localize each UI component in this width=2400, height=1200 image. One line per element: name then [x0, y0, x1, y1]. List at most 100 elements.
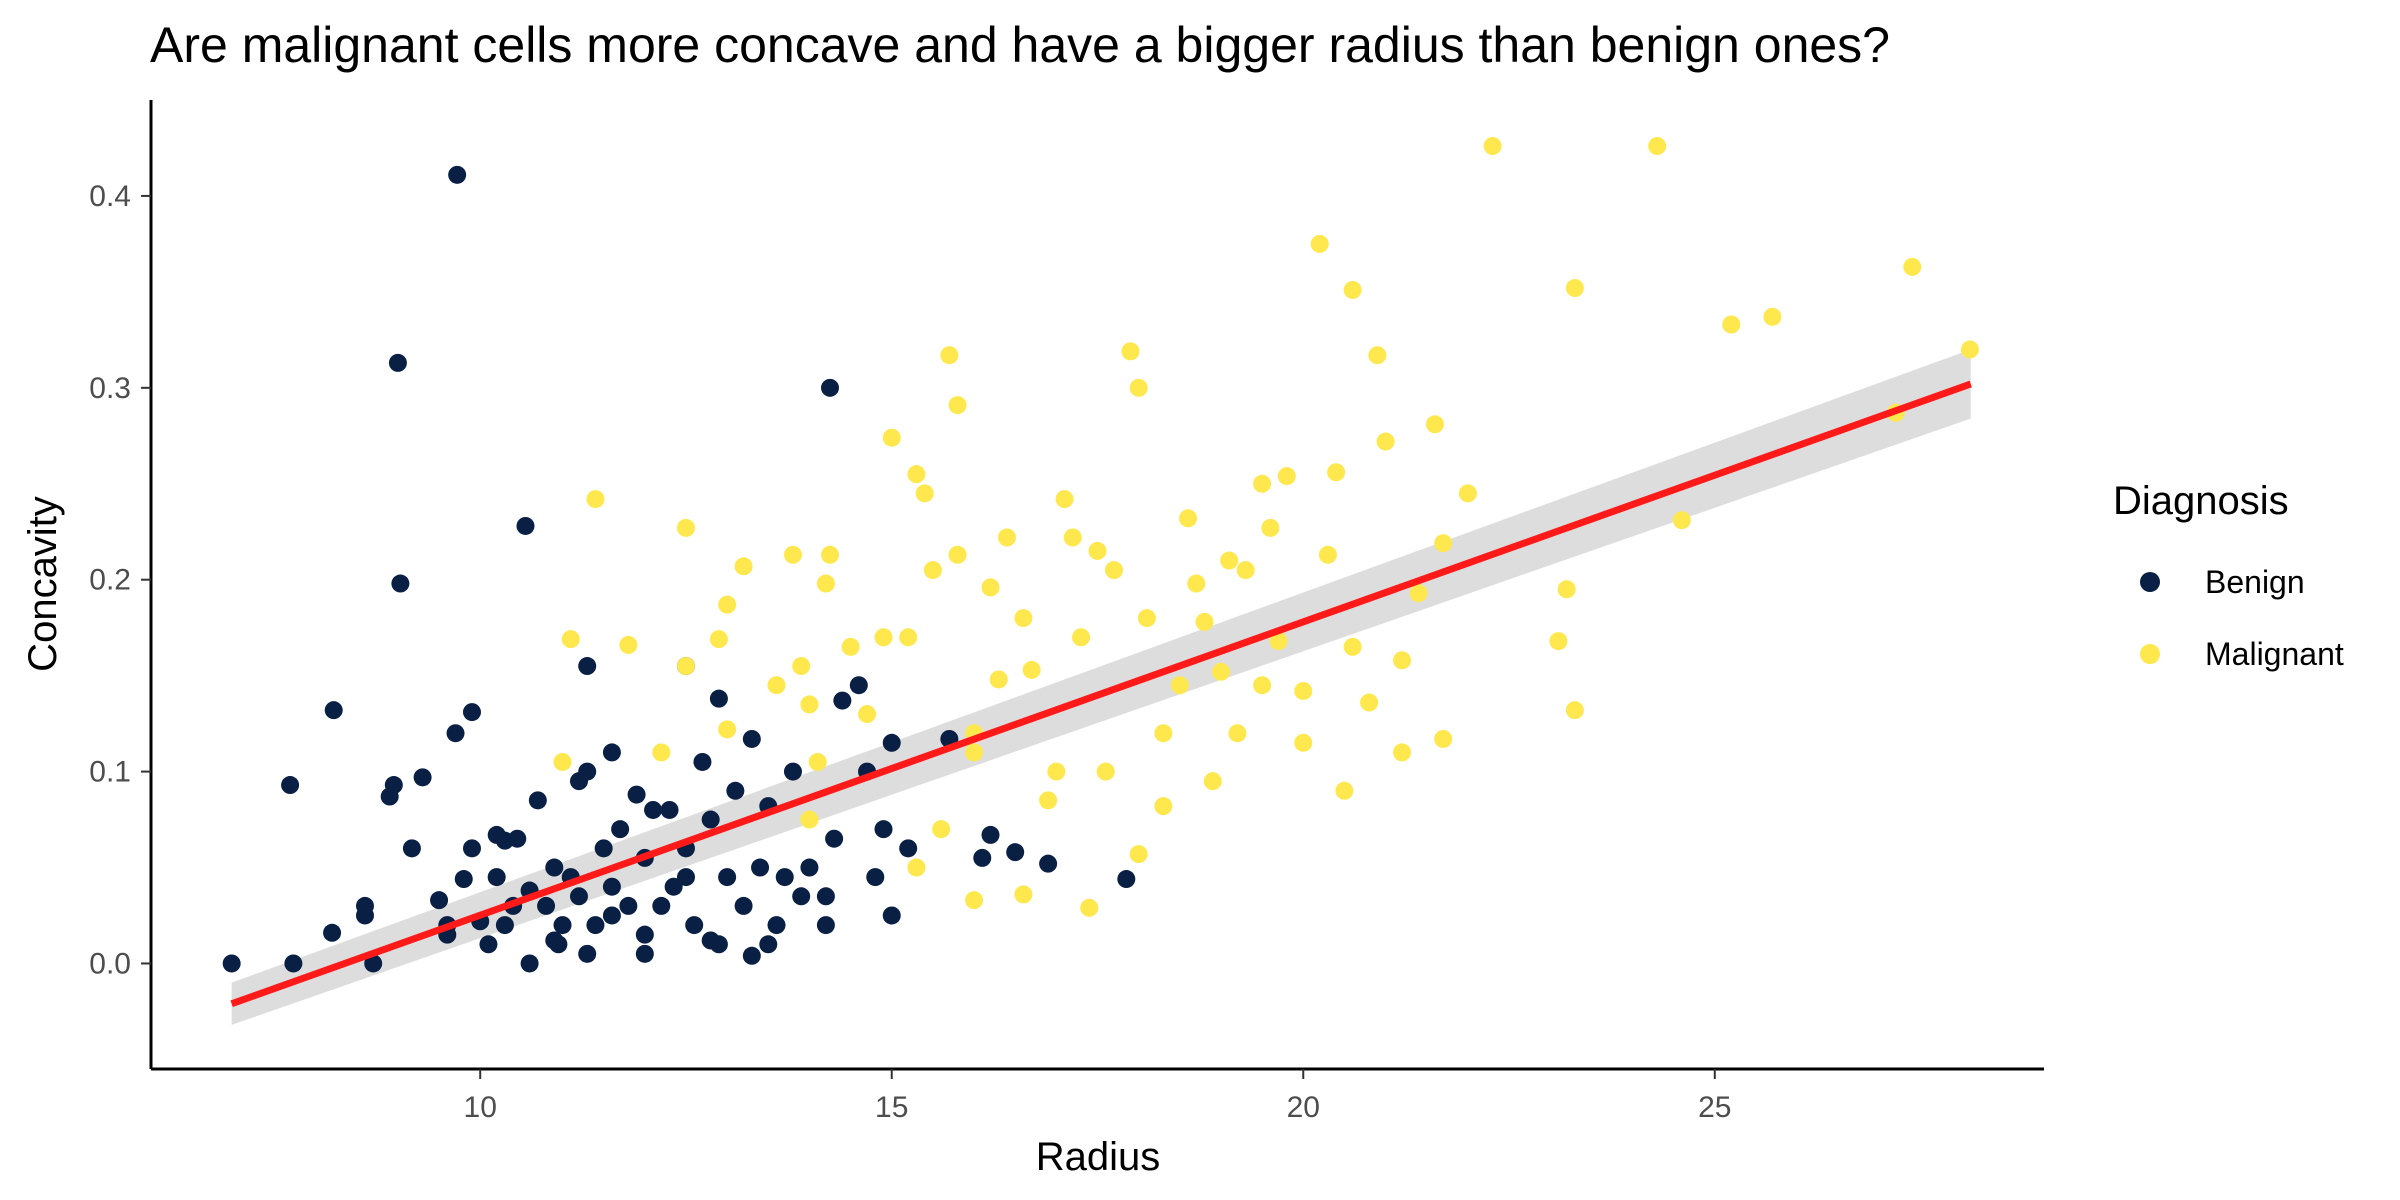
benign-point	[664, 877, 683, 896]
confidence-band	[231, 349, 1971, 1025]
malignant-point	[1211, 662, 1230, 681]
malignant-point	[586, 490, 605, 509]
x-axis-ticks: 10 15 20 25	[464, 1069, 1731, 1124]
benign-point	[537, 896, 556, 915]
benign-point	[578, 762, 597, 781]
malignant-point	[718, 720, 737, 739]
x-tick-label: 20	[1287, 1091, 1320, 1124]
benign-point	[866, 868, 885, 887]
benign-point	[635, 925, 654, 944]
x-axis-title: Radius	[1036, 1135, 1161, 1179]
y-tick-label: 0.4	[89, 180, 131, 213]
benign-point	[816, 887, 835, 906]
malignant-point	[1014, 609, 1033, 628]
legend-benign-marker	[2140, 572, 2160, 592]
malignant-point	[1360, 693, 1379, 712]
malignant-point	[783, 545, 802, 564]
benign-point	[446, 724, 465, 743]
malignant-point	[718, 595, 737, 614]
malignant-point	[1393, 743, 1412, 762]
malignant-point	[808, 752, 827, 771]
malignant-point	[767, 676, 786, 695]
malignant-point	[1409, 584, 1428, 603]
benign-point	[644, 800, 663, 819]
benign-point	[402, 839, 421, 858]
malignant-point	[948, 545, 967, 564]
malignant-point	[1763, 307, 1782, 326]
benign-point	[388, 353, 407, 372]
benign-point	[816, 916, 835, 935]
benign-point	[1039, 854, 1058, 873]
y-tick-label: 0.2	[89, 564, 131, 597]
malignant-point	[1318, 545, 1337, 564]
benign-point	[281, 776, 300, 795]
benign-point	[454, 870, 473, 889]
malignant-point	[734, 557, 753, 576]
malignant-point	[1203, 772, 1222, 791]
benign-point	[553, 916, 572, 935]
benign-point	[882, 733, 901, 752]
benign-point	[495, 916, 514, 935]
malignant-point	[1129, 845, 1148, 864]
benign-point	[775, 868, 794, 887]
malignant-point	[1335, 781, 1354, 800]
benign-point	[751, 858, 770, 877]
benign-point	[528, 791, 547, 810]
benign-point	[508, 829, 527, 848]
legend-malignant-label: Malignant	[2205, 636, 2344, 672]
malignant-point	[1565, 279, 1584, 298]
malignant-point	[923, 561, 942, 580]
malignant-point	[553, 752, 572, 771]
malignant-point	[1121, 342, 1140, 361]
benign-point	[899, 839, 918, 858]
malignant-point	[652, 743, 671, 762]
malignant-point	[1104, 561, 1123, 580]
malignant-point	[1425, 415, 1444, 434]
malignant-point	[1187, 574, 1206, 593]
benign-point	[364, 954, 383, 973]
malignant-point	[1549, 632, 1568, 651]
malignant-point	[1294, 733, 1313, 752]
malignant-point	[882, 428, 901, 447]
malignant-point	[1096, 762, 1115, 781]
malignant-points-layer	[553, 137, 1979, 917]
malignant-point	[1228, 724, 1247, 743]
malignant-point	[940, 346, 959, 365]
benign-point	[742, 946, 761, 965]
malignant-point	[1960, 340, 1979, 359]
malignant-point	[1063, 528, 1082, 547]
benign-point	[759, 935, 778, 954]
benign-point	[578, 944, 597, 963]
malignant-point	[800, 695, 819, 714]
y-tick-label: 0.3	[89, 372, 131, 405]
confidence-band-layer	[231, 349, 1971, 1025]
benign-point	[602, 743, 621, 762]
benign-point	[701, 810, 720, 829]
y-axis-ticks: 0.0 0.1 0.2 0.3 0.4	[89, 180, 151, 980]
malignant-point	[1236, 561, 1255, 580]
malignant-point	[1672, 511, 1691, 530]
legend-malignant-marker	[2140, 644, 2160, 664]
benign-point	[545, 931, 564, 950]
malignant-point	[965, 891, 984, 910]
malignant-point	[907, 858, 926, 877]
benign-point	[734, 896, 753, 915]
malignant-point	[981, 578, 1000, 597]
regression-line-layer	[230, 380, 1972, 1008]
benign-point	[578, 657, 597, 676]
malignant-point	[1310, 234, 1329, 253]
malignant-point	[932, 820, 951, 839]
benign-point	[701, 931, 720, 950]
benign-point	[742, 729, 761, 748]
malignant-point	[1557, 580, 1576, 599]
y-tick-label: 0.1	[89, 756, 131, 789]
malignant-point	[1047, 762, 1066, 781]
malignant-point	[1220, 551, 1239, 570]
malignant-point	[1294, 681, 1313, 700]
benign-point	[384, 776, 403, 795]
malignant-point	[1253, 676, 1272, 695]
y-axis-title: Concavity	[21, 496, 65, 672]
malignant-point	[676, 657, 695, 676]
malignant-point	[1014, 885, 1033, 904]
